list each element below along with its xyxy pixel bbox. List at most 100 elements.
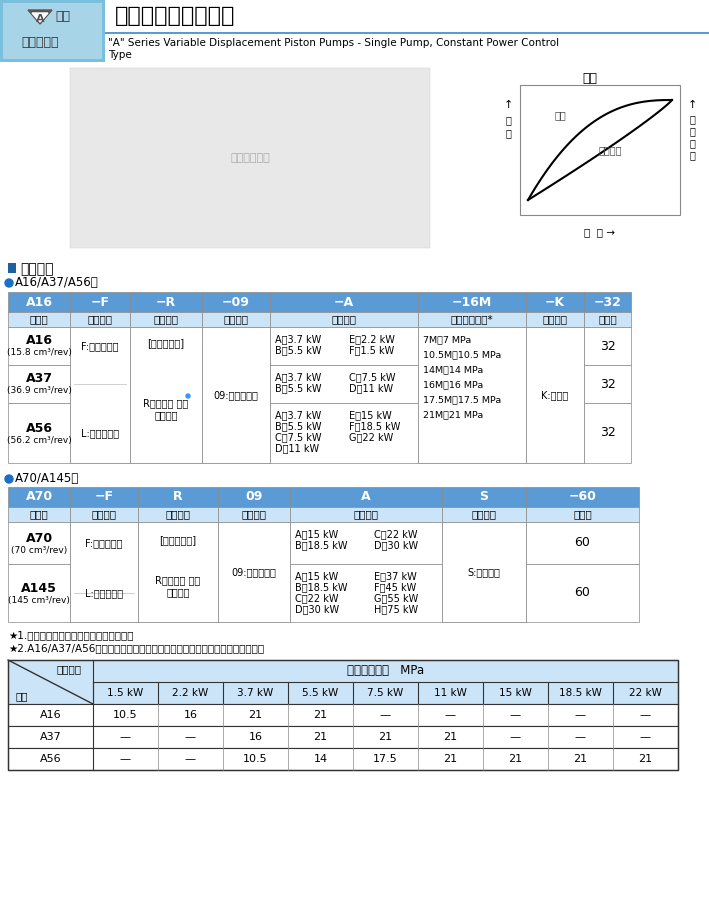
Text: A70: A70 bbox=[26, 491, 52, 503]
Text: —: — bbox=[185, 732, 196, 742]
Bar bbox=[138, 522, 218, 564]
Bar bbox=[8, 292, 70, 312]
Text: —: — bbox=[640, 710, 651, 720]
Text: 21: 21 bbox=[313, 710, 328, 720]
Text: 60: 60 bbox=[574, 537, 591, 549]
Text: 21: 21 bbox=[248, 710, 262, 720]
Text: A37: A37 bbox=[40, 732, 62, 742]
Text: S:侧面接口: S:侧面接口 bbox=[467, 567, 501, 577]
Text: —: — bbox=[510, 710, 521, 720]
Text: D：30 kW: D：30 kW bbox=[295, 604, 339, 614]
Text: E：15 kW: E：15 kW bbox=[349, 410, 392, 420]
Bar bbox=[418, 312, 526, 327]
Bar bbox=[526, 327, 584, 463]
Text: 17.5: 17.5 bbox=[373, 754, 398, 764]
Text: R: R bbox=[173, 491, 183, 503]
Text: 控制型式: 控制型式 bbox=[242, 510, 267, 520]
Text: 轴伸形状: 轴伸形状 bbox=[542, 315, 567, 325]
Bar bbox=[218, 564, 290, 622]
Text: 21: 21 bbox=[574, 754, 588, 764]
Text: —: — bbox=[185, 754, 196, 764]
Text: 21: 21 bbox=[508, 754, 523, 764]
Bar bbox=[202, 365, 270, 403]
Text: F：45 kW: F：45 kW bbox=[374, 582, 416, 592]
Text: 32: 32 bbox=[600, 340, 615, 352]
Text: (145 cm³/rev): (145 cm³/rev) bbox=[8, 595, 70, 604]
Bar bbox=[526, 365, 584, 403]
Bar bbox=[202, 292, 270, 312]
Text: 单泵、恒功率控制型: 单泵、恒功率控制型 bbox=[115, 6, 235, 26]
Bar bbox=[8, 327, 70, 365]
Bar bbox=[70, 312, 130, 327]
Bar bbox=[418, 292, 526, 312]
Bar bbox=[0, 0, 105, 62]
Text: 输入功率: 输入功率 bbox=[598, 145, 622, 155]
Text: 11 kW: 11 kW bbox=[434, 688, 467, 698]
Text: −F: −F bbox=[91, 296, 109, 308]
Bar bbox=[526, 564, 639, 622]
Text: 量: 量 bbox=[505, 128, 511, 138]
Bar bbox=[442, 487, 526, 507]
Text: 60: 60 bbox=[574, 586, 591, 600]
Text: L:底座安装型: L:底座安装型 bbox=[81, 428, 119, 438]
Text: 14M：14 MPa: 14M：14 MPa bbox=[423, 365, 484, 374]
Text: 控制型式: 控制型式 bbox=[223, 315, 248, 325]
Text: F：1.5 kW: F：1.5 kW bbox=[349, 345, 394, 355]
Text: (36.9 cm³/rev): (36.9 cm³/rev) bbox=[6, 387, 72, 396]
Bar bbox=[202, 327, 270, 365]
Text: 10.5: 10.5 bbox=[113, 710, 138, 720]
Bar bbox=[442, 522, 526, 564]
Bar bbox=[442, 507, 526, 522]
Text: 21: 21 bbox=[638, 754, 652, 764]
Text: B：18.5 kW: B：18.5 kW bbox=[295, 582, 347, 592]
Bar bbox=[270, 327, 418, 365]
Text: E：2.2 kW: E：2.2 kW bbox=[349, 334, 395, 344]
Bar bbox=[130, 403, 202, 463]
Text: (15.8 cm³/rev): (15.8 cm³/rev) bbox=[6, 349, 72, 358]
Text: 14: 14 bbox=[313, 754, 328, 764]
Text: 21: 21 bbox=[313, 732, 328, 742]
Bar bbox=[290, 487, 442, 507]
Text: 系列: 系列 bbox=[55, 10, 70, 22]
Bar bbox=[70, 327, 130, 463]
Bar bbox=[130, 365, 202, 403]
Text: 指定控制压力*: 指定控制压力* bbox=[451, 315, 493, 325]
Text: 15 kW: 15 kW bbox=[499, 688, 532, 698]
Text: 21: 21 bbox=[443, 732, 457, 742]
Text: A16: A16 bbox=[40, 710, 61, 720]
Text: A56: A56 bbox=[26, 422, 52, 434]
Text: [从轴伸端看]: [从轴伸端看] bbox=[160, 535, 196, 545]
Text: A70/A145型: A70/A145型 bbox=[15, 473, 79, 485]
Text: —: — bbox=[575, 710, 586, 720]
Text: A：3.7 kW: A：3.7 kW bbox=[275, 372, 321, 382]
Text: 18.5 kW: 18.5 kW bbox=[559, 688, 602, 698]
Text: —: — bbox=[120, 732, 131, 742]
Bar bbox=[520, 85, 680, 215]
Text: 3.7 kW: 3.7 kW bbox=[238, 688, 274, 698]
Bar bbox=[105, 32, 709, 34]
Bar bbox=[130, 327, 202, 365]
Text: 流: 流 bbox=[505, 115, 511, 125]
Circle shape bbox=[186, 394, 190, 398]
Text: 设计号: 设计号 bbox=[598, 315, 617, 325]
Text: D：11 kW: D：11 kW bbox=[349, 383, 393, 393]
Bar bbox=[584, 403, 631, 463]
Bar bbox=[526, 487, 639, 507]
Text: ↑: ↑ bbox=[687, 100, 697, 110]
Text: 型号说明: 型号说明 bbox=[20, 262, 53, 276]
Bar bbox=[290, 522, 442, 564]
Text: B：5.5 kW: B：5.5 kW bbox=[275, 383, 321, 393]
Bar bbox=[8, 507, 70, 522]
Bar bbox=[70, 522, 138, 622]
Text: （泵体图像）: （泵体图像） bbox=[230, 153, 270, 163]
Text: 7M：7 MPa: 7M：7 MPa bbox=[423, 335, 471, 344]
Bar bbox=[270, 312, 418, 327]
Text: 率: 率 bbox=[689, 150, 695, 160]
Text: 最高工作压力   MPa: 最高工作压力 MPa bbox=[347, 664, 424, 678]
Bar bbox=[218, 522, 290, 622]
Text: 5.5 kW: 5.5 kW bbox=[302, 688, 339, 698]
Bar bbox=[138, 487, 218, 507]
Bar bbox=[70, 365, 130, 403]
Text: —: — bbox=[445, 710, 456, 720]
Text: R：顺时针 方向: R：顺时针 方向 bbox=[155, 575, 201, 585]
